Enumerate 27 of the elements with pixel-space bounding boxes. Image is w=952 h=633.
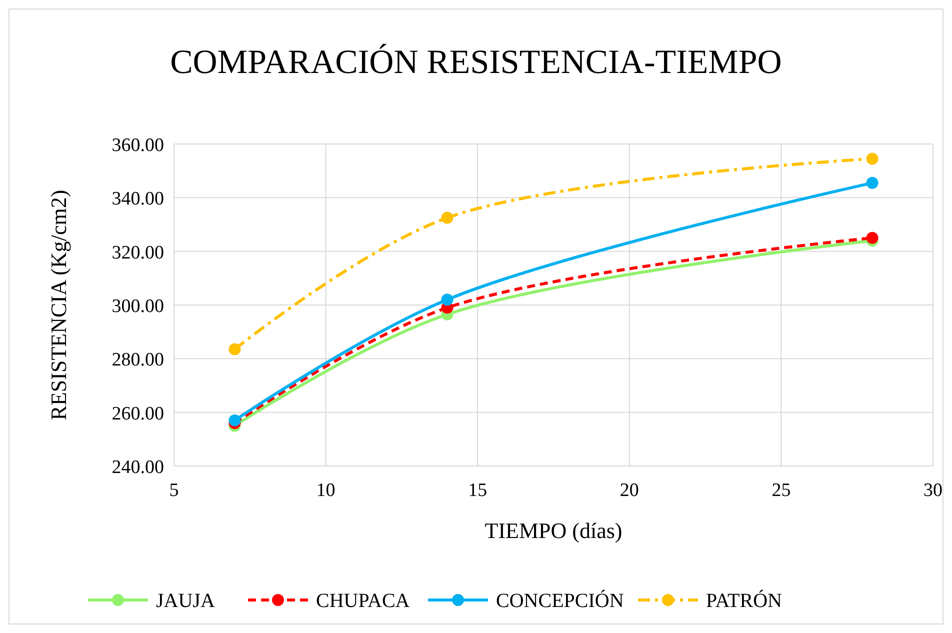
point [441, 294, 454, 306]
legend-label: PATRÓN [706, 589, 782, 612]
x-tick-label: 5 [169, 480, 179, 501]
x-tick-label: 15 [468, 480, 488, 501]
point [866, 152, 878, 165]
y-tick-label: 240.00 [112, 457, 164, 478]
legend-label: CHUPACA [316, 590, 410, 612]
y-axis-title: RESISTENCIA (Kg/cm2) [46, 190, 71, 420]
point [228, 414, 241, 426]
x-axis-title: TIEMPO (días) [484, 518, 622, 543]
x-tick-label: 10 [316, 480, 336, 501]
y-tick-label: 320.00 [112, 242, 164, 264]
point [866, 176, 878, 189]
x-tick-label: 25 [772, 480, 791, 501]
y-tick-label: 360.00 [112, 135, 164, 156]
point [441, 212, 454, 224]
legend-label: CONCEPCIÓN [496, 589, 624, 612]
legend-label: JAUJA [156, 590, 216, 612]
point [866, 232, 878, 244]
x-tick-label: 20 [620, 480, 639, 501]
chart-title: COMPARACIÓN RESISTENCIA-TIEMPO [170, 43, 782, 81]
x-tick-label: 30 [924, 480, 942, 501]
point [228, 343, 241, 356]
y-tick-label: 340.00 [112, 188, 164, 210]
y-tick-label: 280.00 [112, 350, 164, 371]
y-tick-label: 300.00 [112, 296, 164, 317]
y-tick-label: 260.00 [112, 403, 164, 424]
